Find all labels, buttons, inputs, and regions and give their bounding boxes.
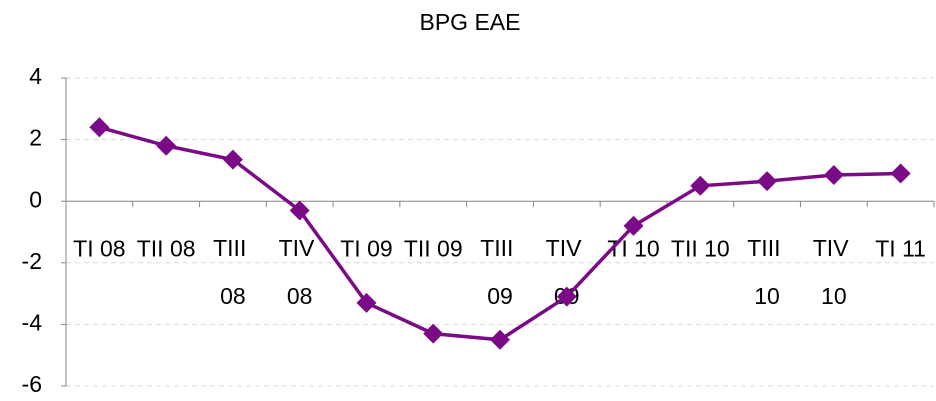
marker [490,329,510,350]
marker [623,215,644,236]
x-tick-label: TII 09 [404,235,463,261]
x-tick-label: TI 11 [875,235,926,261]
x-tick-label: TI 10 [607,235,659,261]
y-tick-label: 0 [29,186,42,212]
y-tick-label: -2 [22,248,42,274]
y-tick-label: 4 [29,63,42,89]
marker [890,163,911,184]
chart-title: BPG EAE [420,9,521,35]
marker [423,323,444,344]
marker [222,149,243,170]
marker [89,117,110,138]
x-tick-label: TIV 08 [279,235,321,309]
marker [690,175,711,196]
marker [356,292,377,313]
x-tick-label: TIV 10 [813,235,855,309]
x-tick-label: TI 08 [73,235,125,261]
marker [556,286,577,307]
marker [757,171,778,192]
x-tick-label: TIII 10 [747,235,787,309]
y-tick-label: -6 [22,371,42,397]
y-tick-label: 2 [29,125,42,151]
marker [156,135,177,156]
marker [289,200,310,221]
x-tick-label: TIII 08 [213,235,253,309]
x-tick-label: TIII 09 [480,235,520,309]
x-tick-label: TII 08 [137,235,196,261]
x-tick-label: TI 09 [340,235,392,261]
x-tick-label: TII 10 [671,235,730,261]
y-tick-label: -4 [22,309,43,335]
marker [823,165,844,186]
